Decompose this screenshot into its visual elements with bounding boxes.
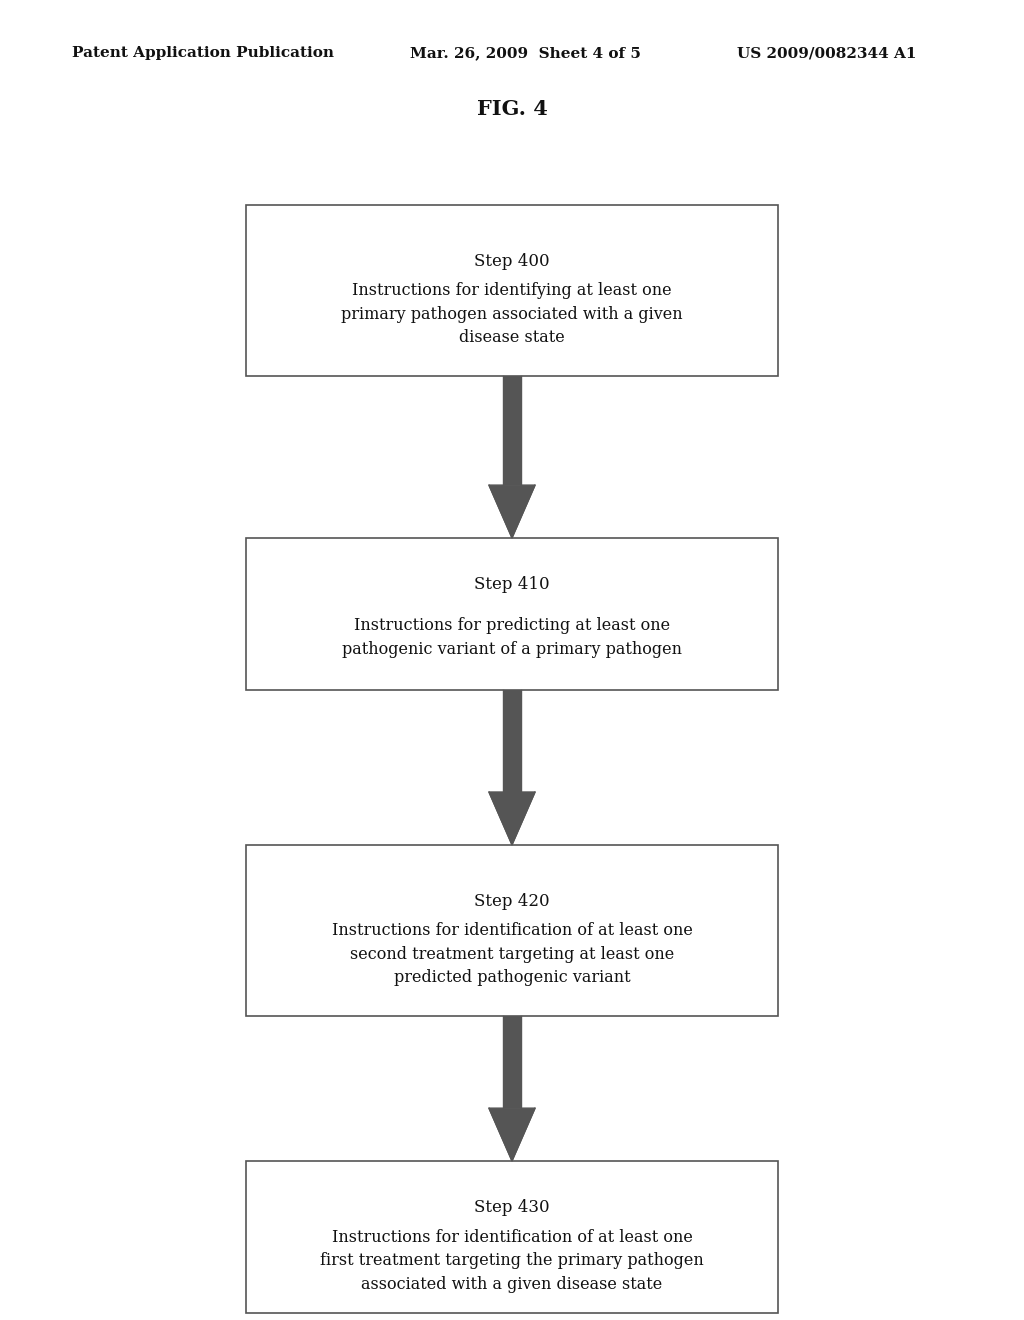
FancyBboxPatch shape xyxy=(246,845,778,1016)
Text: Mar. 26, 2009  Sheet 4 of 5: Mar. 26, 2009 Sheet 4 of 5 xyxy=(410,46,640,61)
FancyBboxPatch shape xyxy=(503,1016,521,1109)
Text: Instructions for identifying at least one
primary pathogen associated with a giv: Instructions for identifying at least on… xyxy=(341,282,683,346)
Text: Instructions for predicting at least one
pathogenic variant of a primary pathoge: Instructions for predicting at least one… xyxy=(342,618,682,657)
Polygon shape xyxy=(489,484,535,539)
Text: Step 410: Step 410 xyxy=(474,577,550,593)
Text: Step 400: Step 400 xyxy=(474,253,550,269)
Text: Instructions for identification of at least one
first treatment targeting the pr: Instructions for identification of at le… xyxy=(321,1229,703,1292)
FancyBboxPatch shape xyxy=(246,205,778,376)
Text: Step 430: Step 430 xyxy=(474,1200,550,1216)
Text: Patent Application Publication: Patent Application Publication xyxy=(72,46,334,61)
Polygon shape xyxy=(489,792,535,845)
Text: US 2009/0082344 A1: US 2009/0082344 A1 xyxy=(737,46,916,61)
Text: Instructions for identification of at least one
second treatment targeting at le: Instructions for identification of at le… xyxy=(332,923,692,986)
FancyBboxPatch shape xyxy=(503,689,521,792)
FancyBboxPatch shape xyxy=(503,376,521,484)
Text: FIG. 4: FIG. 4 xyxy=(476,99,548,119)
Polygon shape xyxy=(489,1109,535,1162)
FancyBboxPatch shape xyxy=(246,1162,778,1312)
Text: Step 420: Step 420 xyxy=(474,894,550,909)
FancyBboxPatch shape xyxy=(246,539,778,689)
